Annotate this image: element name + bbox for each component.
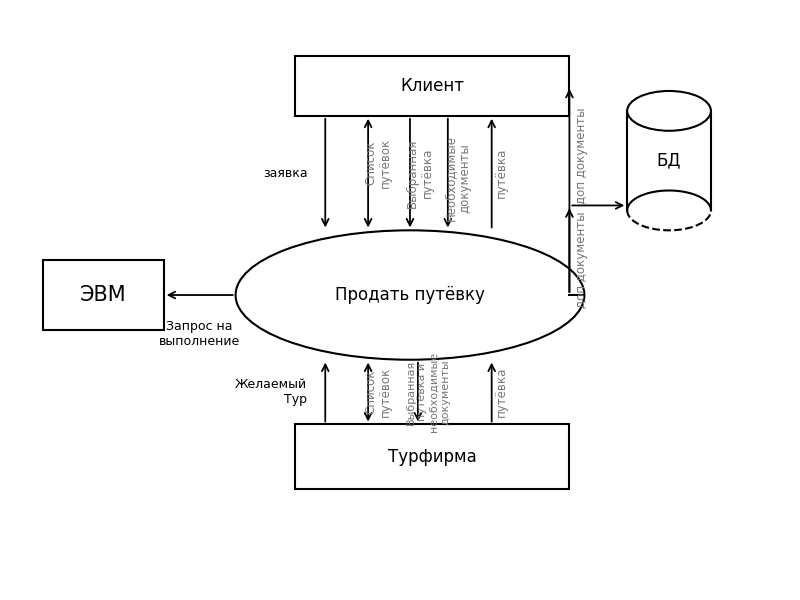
- Ellipse shape: [627, 91, 711, 131]
- Text: Необходимые
документы: Необходимые документы: [444, 135, 472, 221]
- Bar: [43, 260, 164, 330]
- Text: Выбранная
путёвка и
необходимые
документы: Выбранная путёвка и необходимые документ…: [406, 352, 450, 432]
- Text: БД: БД: [657, 152, 682, 170]
- Text: Желаемый
Тур: Желаемый Тур: [235, 378, 307, 406]
- Text: Продать путёвку: Продать путёвку: [335, 286, 485, 304]
- Text: Турфирма: Турфирма: [388, 448, 477, 466]
- Text: Список
путёвок: Список путёвок: [364, 138, 392, 188]
- Text: Выбранная
путёвка: Выбранная путёвка: [406, 139, 434, 208]
- Text: доп документы: доп документы: [575, 107, 588, 204]
- Text: Список
путёвок: Список путёвок: [364, 367, 392, 417]
- Text: путёвка: путёвка: [495, 367, 508, 417]
- Text: Запрос на
выполнение: Запрос на выполнение: [159, 320, 240, 348]
- Ellipse shape: [235, 230, 584, 360]
- Text: доп документы: доп документы: [575, 212, 588, 308]
- Text: заявка: заявка: [262, 167, 307, 179]
- Text: ЭВМ: ЭВМ: [80, 285, 127, 305]
- Text: Клиент: Клиент: [400, 77, 464, 95]
- Ellipse shape: [627, 191, 711, 230]
- Bar: [295, 56, 570, 116]
- Bar: [295, 424, 570, 489]
- Text: путёвка: путёвка: [495, 148, 508, 198]
